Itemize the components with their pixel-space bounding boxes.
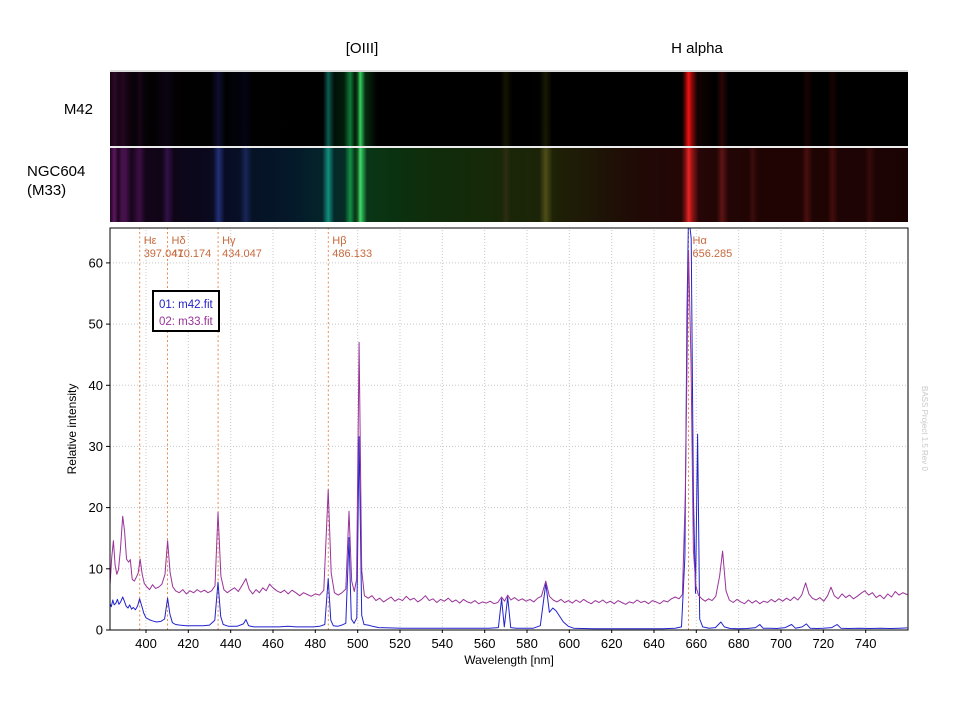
legend-box [152, 290, 220, 332]
ngc604-strip-label-line2: (M33) [27, 182, 67, 199]
x-tick-label: 740 [855, 636, 877, 651]
x-tick-label: 680 [728, 636, 750, 651]
x-tick-label: 640 [643, 636, 665, 651]
y-tick-label: 40 [89, 378, 103, 393]
ngc604-strip-label-line1: NGC604 [27, 163, 86, 180]
legend-item: 01: m42.fit [159, 299, 213, 311]
ngc604-spectrum-strip [110, 148, 908, 222]
balmer-line-name: Hβ [332, 235, 346, 247]
balmer-line-wavelength: 656.285 [693, 248, 733, 260]
ngc604-strip-label: NGC604 (M33) [27, 162, 85, 200]
x-tick-label: 440 [220, 636, 242, 651]
x-tick-label: 600 [558, 636, 580, 651]
balmer-line-wavelength: 434.047 [222, 248, 262, 260]
x-tick-label: 700 [770, 636, 792, 651]
y-tick-label: 10 [89, 561, 103, 576]
x-tick-label: 420 [177, 636, 199, 651]
balmer-line-wavelength: 486.133 [332, 248, 372, 260]
strip-separator [110, 146, 908, 148]
balmer-line-name: Hε [144, 235, 157, 247]
h-alpha-annotation: H alpha [671, 40, 723, 57]
x-tick-label: 540 [431, 636, 453, 651]
watermark: BASS Project 1.5 Rev 0 [920, 386, 929, 471]
y-axis-title: Relative intensity [65, 384, 79, 475]
y-tick-label: 30 [89, 439, 103, 454]
x-tick-label: 720 [812, 636, 834, 651]
balmer-line-name: Hδ [172, 235, 186, 247]
balmer-line-wavelength: 397.047 [144, 248, 184, 260]
series-curve-1 [110, 228, 908, 630]
y-tick-label: 0 [96, 623, 103, 638]
legend-item: 02: m33.fit [159, 316, 213, 328]
balmer-line-name: Hα [693, 235, 708, 247]
x-axis-title: Wavelength [nm] [464, 653, 554, 667]
y-tick-label: 50 [89, 317, 103, 332]
oiii-annotation: [OIII] [345, 40, 379, 57]
m42-strip-label: M42 [63, 101, 93, 118]
balmer-line-name: Hγ [222, 235, 236, 247]
m42-spectrum-strip [110, 72, 908, 146]
series-curve-2 [110, 250, 908, 605]
x-tick-label: 480 [304, 636, 326, 651]
x-tick-label: 660 [685, 636, 707, 651]
x-tick-label: 580 [516, 636, 538, 651]
y-tick-label: 60 [89, 255, 103, 270]
x-tick-label: 500 [347, 636, 369, 651]
plot-frame [109, 227, 909, 631]
x-tick-label: 520 [389, 636, 411, 651]
strip-top-border [110, 70, 908, 72]
x-tick-label: 460 [262, 636, 284, 651]
balmer-line-wavelength: 410.174 [172, 248, 212, 260]
x-tick-label: 400 [135, 636, 157, 651]
x-tick-label: 620 [601, 636, 623, 651]
y-tick-label: 20 [89, 500, 103, 515]
x-tick-label: 560 [474, 636, 496, 651]
